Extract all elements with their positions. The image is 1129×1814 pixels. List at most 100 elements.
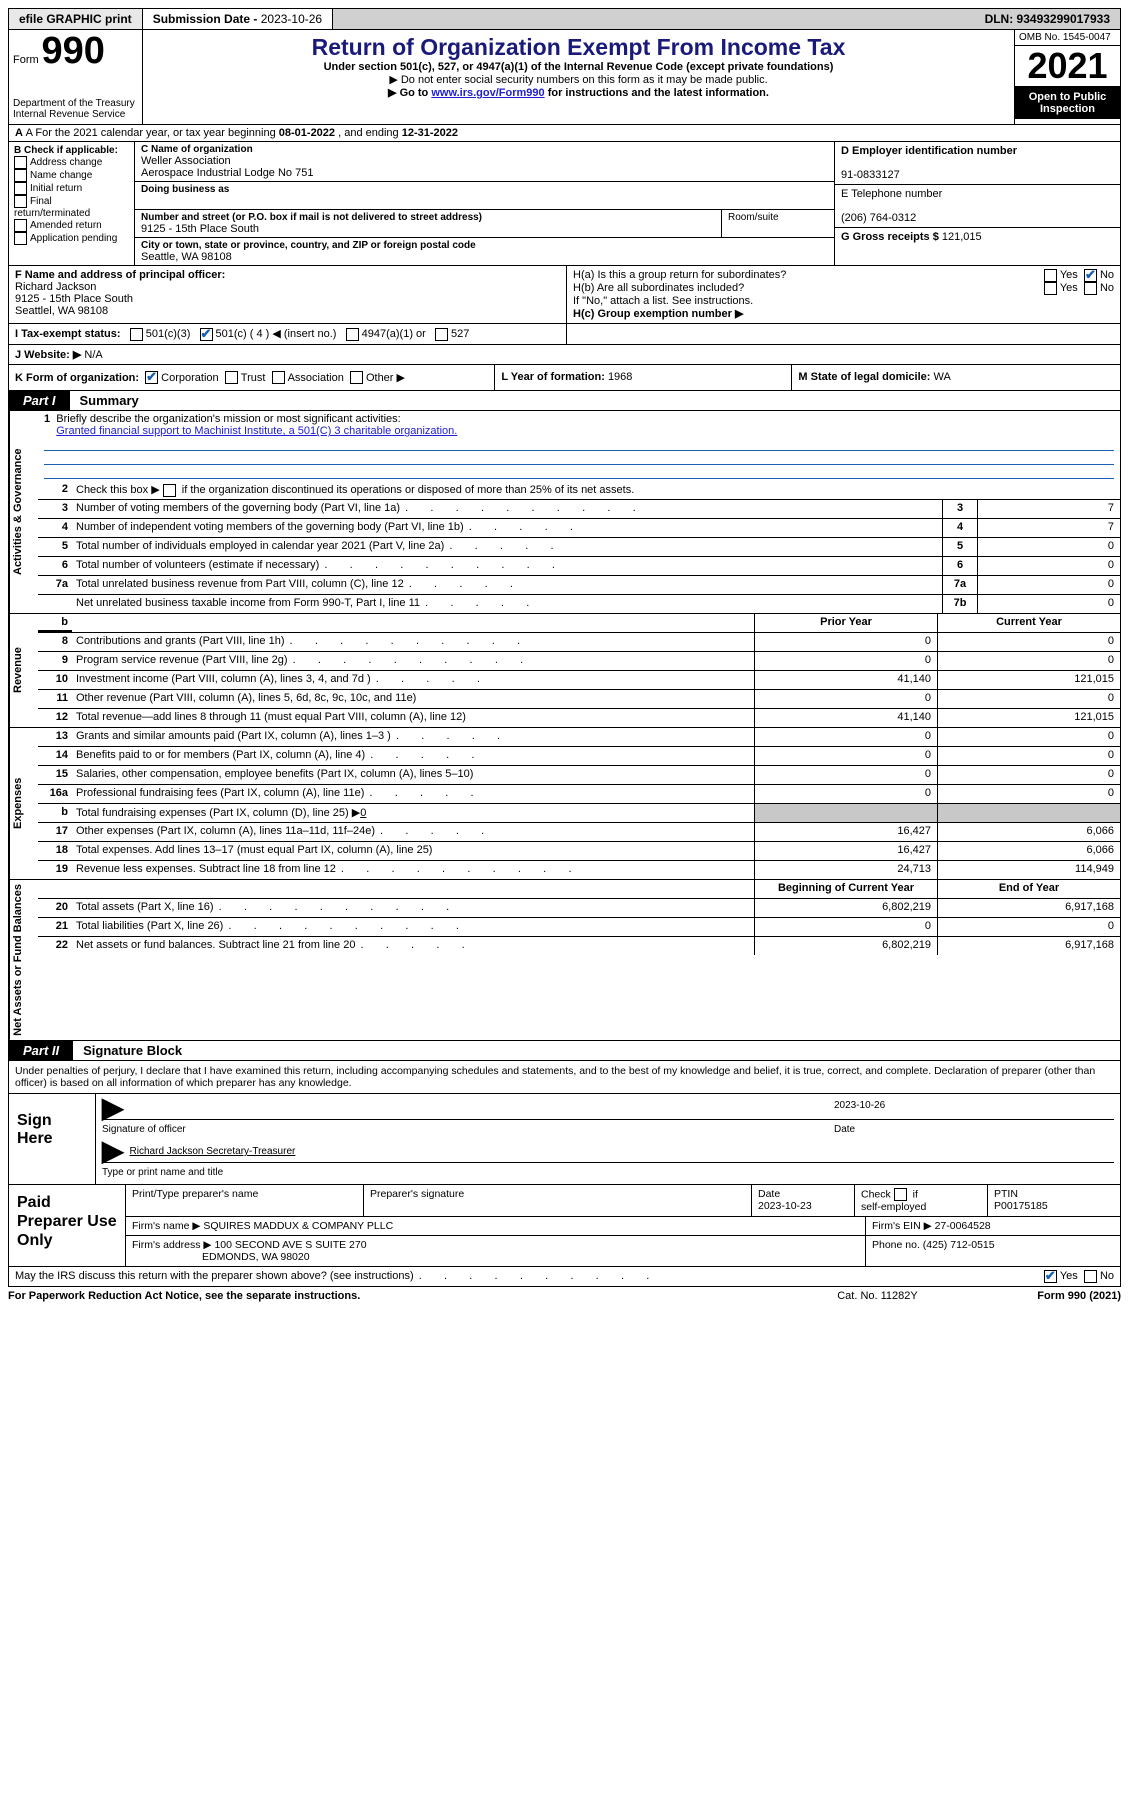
- dln-label: DLN: 93493299017933: [975, 9, 1120, 29]
- firm-name: SQUIRES MADDUX & COMPANY PLLC: [203, 1220, 393, 1232]
- ha-yes-checkbox[interactable]: [1044, 269, 1057, 282]
- row-tax-exempt: I Tax-exempt status: 501(c)(3) 501(c) ( …: [8, 324, 1121, 345]
- instruction-1: ▶ Do not enter social security numbers o…: [147, 73, 1010, 86]
- line8-py: 0: [754, 633, 937, 651]
- line20-cy: 6,917,168: [937, 899, 1120, 917]
- line8-text: Contributions and grants (Part VIII, lin…: [72, 633, 754, 651]
- line10-cy: 121,015: [937, 671, 1120, 689]
- form-header: Form 990 Department of the Treasury Inte…: [8, 30, 1121, 125]
- telephone-value: (206) 764-0312: [841, 212, 916, 224]
- firm-addr2: EDMONDS, WA 98020: [202, 1251, 310, 1263]
- line11-text: Other revenue (Part VIII, column (A), li…: [72, 690, 754, 708]
- chk-discontinued[interactable]: [163, 484, 176, 497]
- address-label: Number and street (or P.O. box if mail i…: [141, 212, 715, 223]
- checkbox-amended[interactable]: [14, 219, 27, 232]
- checkbox-initial-return[interactable]: [14, 182, 27, 195]
- line15-cy: 0: [937, 766, 1120, 784]
- telephone-label: E Telephone number: [841, 188, 942, 200]
- tab-expenses: Expenses: [9, 728, 38, 879]
- line6-value: 0: [977, 557, 1120, 575]
- submission-date: Submission Date - 2023-10-26: [143, 9, 333, 29]
- line7b-value: 0: [977, 595, 1120, 613]
- chk-trust[interactable]: [225, 371, 238, 384]
- column-d-ein: D Employer identification number 91-0833…: [835, 142, 1120, 265]
- line16a-py: 0: [754, 785, 937, 803]
- line7b-text: Net unrelated business taxable income fr…: [72, 595, 942, 613]
- hb-label: H(b) Are all subordinates included?: [573, 282, 1044, 295]
- mission-text[interactable]: Granted financial support to Machinist I…: [56, 425, 457, 437]
- section-bcd: B Check if applicable: Address change Na…: [8, 142, 1121, 266]
- line17-cy: 6,066: [937, 823, 1120, 841]
- line5-value: 0: [977, 538, 1120, 556]
- line9-py: 0: [754, 652, 937, 670]
- gross-receipts-value: 121,015: [942, 231, 982, 243]
- chk-association[interactable]: [272, 371, 285, 384]
- chk-527[interactable]: [435, 328, 448, 341]
- open-inspection-badge: Open to Public Inspection: [1015, 87, 1120, 119]
- ha-no-checkbox[interactable]: [1084, 269, 1097, 282]
- line7a-value: 0: [977, 576, 1120, 594]
- line17-text: Other expenses (Part IX, column (A), lin…: [72, 823, 754, 841]
- discuss-no-checkbox[interactable]: [1084, 1270, 1097, 1283]
- chk-other[interactable]: [350, 371, 363, 384]
- city-label: City or town, state or province, country…: [141, 240, 828, 251]
- line14-py: 0: [754, 747, 937, 765]
- checkbox-name-change[interactable]: [14, 169, 27, 182]
- chk-self-employed[interactable]: [894, 1188, 907, 1201]
- section-expenses: Expenses 13Grants and similar amounts pa…: [8, 728, 1121, 880]
- hc-label: H(c) Group exemption number ▶: [573, 307, 1114, 320]
- top-bar: efile GRAPHIC print Submission Date - 20…: [8, 8, 1121, 30]
- line3-text: Number of voting members of the governin…: [72, 500, 942, 518]
- chk-4947[interactable]: [346, 328, 359, 341]
- part-i-tag: Part I: [9, 391, 70, 410]
- chk-501c3[interactable]: [130, 328, 143, 341]
- line6-text: Total number of volunteers (estimate if …: [72, 557, 942, 575]
- line4-value: 7: [977, 519, 1120, 537]
- line13-py: 0: [754, 728, 937, 746]
- line3-value: 7: [977, 500, 1120, 518]
- line9-text: Program service revenue (Part VIII, line…: [72, 652, 754, 670]
- omb-number: OMB No. 1545-0047: [1015, 30, 1120, 46]
- line1-label: Briefly describe the organization's miss…: [56, 413, 400, 425]
- line19-text: Revenue less expenses. Subtract line 18 …: [72, 861, 754, 879]
- checkbox-app-pending[interactable]: [14, 232, 27, 245]
- dept-label: Department of the Treasury Internal Reve…: [13, 98, 138, 120]
- sign-here-label: Sign Here: [9, 1094, 95, 1184]
- line14-cy: 0: [937, 747, 1120, 765]
- current-year-header: Current Year: [937, 614, 1120, 632]
- hb-yes-checkbox[interactable]: [1044, 282, 1057, 295]
- hb-no-checkbox[interactable]: [1084, 282, 1097, 295]
- line8-cy: 0: [937, 633, 1120, 651]
- discuss-yes-checkbox[interactable]: [1044, 1270, 1057, 1283]
- line19-cy: 114,949: [937, 861, 1120, 879]
- line16b-text: Total fundraising expenses (Part IX, col…: [72, 804, 754, 822]
- line15-py: 0: [754, 766, 937, 784]
- checkbox-address-change[interactable]: [14, 156, 27, 169]
- name-title-label: Type or print name and title: [102, 1167, 1114, 1178]
- line-a-tax-year: A A For the 2021 calendar year, or tax y…: [8, 125, 1121, 142]
- line10-py: 41,140: [754, 671, 937, 689]
- line18-text: Total expenses. Add lines 13–17 (must eq…: [72, 842, 754, 860]
- line22-text: Net assets or fund balances. Subtract li…: [72, 937, 754, 955]
- sign-date: 2023-10-26: [834, 1100, 1114, 1117]
- discuss-text: May the IRS discuss this return with the…: [15, 1270, 1044, 1283]
- prior-year-header: Prior Year: [754, 614, 937, 632]
- efile-print-button[interactable]: efile GRAPHIC print: [9, 9, 143, 29]
- line7a-text: Total unrelated business revenue from Pa…: [72, 576, 942, 594]
- checkbox-final-return[interactable]: [14, 195, 27, 208]
- irs-link[interactable]: www.irs.gov/Form990: [431, 87, 544, 99]
- date-label: Date: [834, 1124, 1114, 1135]
- firm-phone: (425) 712-0515: [923, 1239, 995, 1251]
- ha-label: H(a) Is this a group return for subordin…: [573, 269, 1044, 282]
- chk-501c[interactable]: [200, 328, 213, 341]
- tab-revenue: Revenue: [9, 614, 38, 727]
- gross-receipts-label: G Gross receipts $: [841, 231, 942, 243]
- ein-label: D Employer identification number: [841, 145, 1017, 157]
- line9-cy: 0: [937, 652, 1120, 670]
- chk-corporation[interactable]: [145, 371, 158, 384]
- line10-text: Investment income (Part VIII, column (A)…: [72, 671, 754, 689]
- line13-cy: 0: [937, 728, 1120, 746]
- column-c-org-info: C Name of organization Weller Associatio…: [135, 142, 835, 265]
- part-i-header: Part I Summary: [8, 391, 1121, 411]
- form-title: Return of Organization Exempt From Incom…: [147, 34, 1010, 61]
